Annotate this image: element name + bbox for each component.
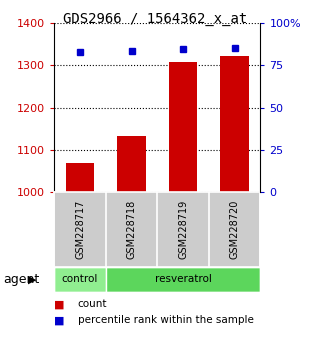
- Bar: [169, 62, 197, 192]
- Text: ▶: ▶: [28, 274, 37, 284]
- Bar: [220, 56, 249, 192]
- Text: GSM228717: GSM228717: [75, 200, 85, 259]
- Text: control: control: [62, 274, 98, 284]
- Text: GSM228720: GSM228720: [230, 200, 240, 259]
- Text: GSM228718: GSM228718: [126, 200, 137, 259]
- Text: ■: ■: [54, 315, 65, 325]
- Text: agent: agent: [3, 273, 39, 286]
- Bar: [66, 164, 94, 192]
- Text: GDS2966 / 1564362_x_at: GDS2966 / 1564362_x_at: [63, 12, 247, 27]
- Text: count: count: [78, 299, 107, 309]
- Bar: [106, 267, 260, 292]
- Text: resveratrol: resveratrol: [155, 274, 211, 284]
- Text: percentile rank within the sample: percentile rank within the sample: [78, 315, 253, 325]
- Bar: [54, 267, 106, 292]
- Text: GSM228719: GSM228719: [178, 200, 188, 259]
- Bar: [117, 136, 146, 192]
- Text: ■: ■: [54, 299, 65, 309]
